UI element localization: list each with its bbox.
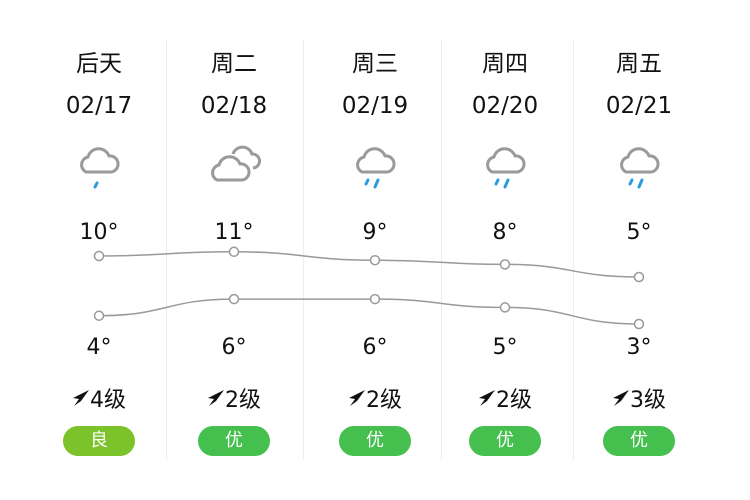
rain-icon	[350, 140, 400, 190]
forecast-day: 后天 02/17 10° 4° 4级 良	[34, 0, 164, 500]
forecast-day: 周四 02/20 8° 5° 2级 优	[440, 0, 570, 500]
low-temp: 6°	[221, 335, 247, 360]
wind: 4级	[34, 382, 164, 414]
high-temp: 5°	[626, 220, 652, 245]
day-label: 周五	[616, 51, 662, 77]
light-rain-icon	[74, 140, 124, 190]
column-divider	[573, 40, 574, 460]
high-temp-point	[499, 259, 511, 270]
day-label: 周三	[352, 51, 398, 77]
wind-direction-icon	[612, 388, 630, 413]
low-temp-point	[93, 310, 105, 321]
wind-direction-icon	[348, 388, 366, 413]
aqi-badge: 优	[603, 426, 675, 456]
wind-level: 4级	[90, 388, 126, 413]
low-temp: 6°	[362, 335, 388, 360]
column-divider	[441, 40, 442, 460]
low-temp-point	[499, 302, 511, 313]
high-temp: 11°	[214, 220, 254, 245]
low-temp-line	[98, 298, 640, 325]
rain-icon	[480, 140, 530, 190]
cloudy-icon	[209, 140, 261, 190]
wind-direction-icon	[478, 388, 496, 413]
wind-level: 2级	[496, 388, 532, 413]
wind: 2级	[440, 382, 570, 414]
date-label: 02/19	[341, 93, 409, 119]
low-temp: 3°	[626, 335, 652, 360]
wind-level: 2级	[366, 388, 402, 413]
wind-direction-icon	[207, 388, 225, 413]
forecast-day: 周五 02/21 5° 3° 3级 优	[574, 0, 704, 500]
high-temp-point	[228, 246, 240, 258]
day-label: 后天	[76, 51, 122, 77]
date-label: 02/21	[605, 93, 673, 119]
high-temp: 10°	[79, 220, 119, 245]
wind: 2级	[169, 382, 299, 414]
low-temp-point	[633, 318, 645, 330]
wind-level: 3级	[630, 388, 666, 413]
rain-icon	[614, 140, 664, 190]
aqi-badge: 良	[63, 426, 135, 456]
forecast-day: 周三 02/19 9° 6° 2级 优	[310, 0, 440, 500]
date-label: 02/18	[200, 93, 268, 119]
date-label: 02/17	[65, 93, 133, 119]
day-label: 周二	[211, 51, 257, 77]
high-temp-line	[98, 251, 640, 278]
forecast-day: 周二 02/18 11° 6° 2级 优	[169, 0, 299, 500]
day-label: 周四	[482, 51, 528, 77]
column-divider	[166, 40, 167, 460]
aqi-badge: 优	[469, 426, 541, 456]
wind-level: 2级	[225, 388, 261, 413]
high-temp: 9°	[362, 220, 388, 245]
low-temp: 5°	[492, 335, 518, 360]
high-temp: 8°	[492, 220, 518, 245]
wind-direction-icon	[72, 388, 90, 413]
wind: 2级	[310, 382, 440, 414]
aqi-badge: 优	[198, 426, 270, 456]
high-temp-point	[93, 250, 105, 262]
low-temp-point	[369, 293, 381, 305]
date-label: 02/20	[471, 93, 539, 119]
column-divider	[303, 40, 304, 460]
high-temp-point	[633, 271, 645, 283]
low-temp-point	[228, 293, 240, 305]
low-temp: 4°	[86, 335, 112, 360]
aqi-badge: 优	[339, 426, 411, 456]
high-temp-point	[369, 254, 381, 266]
wind: 3级	[574, 382, 704, 414]
